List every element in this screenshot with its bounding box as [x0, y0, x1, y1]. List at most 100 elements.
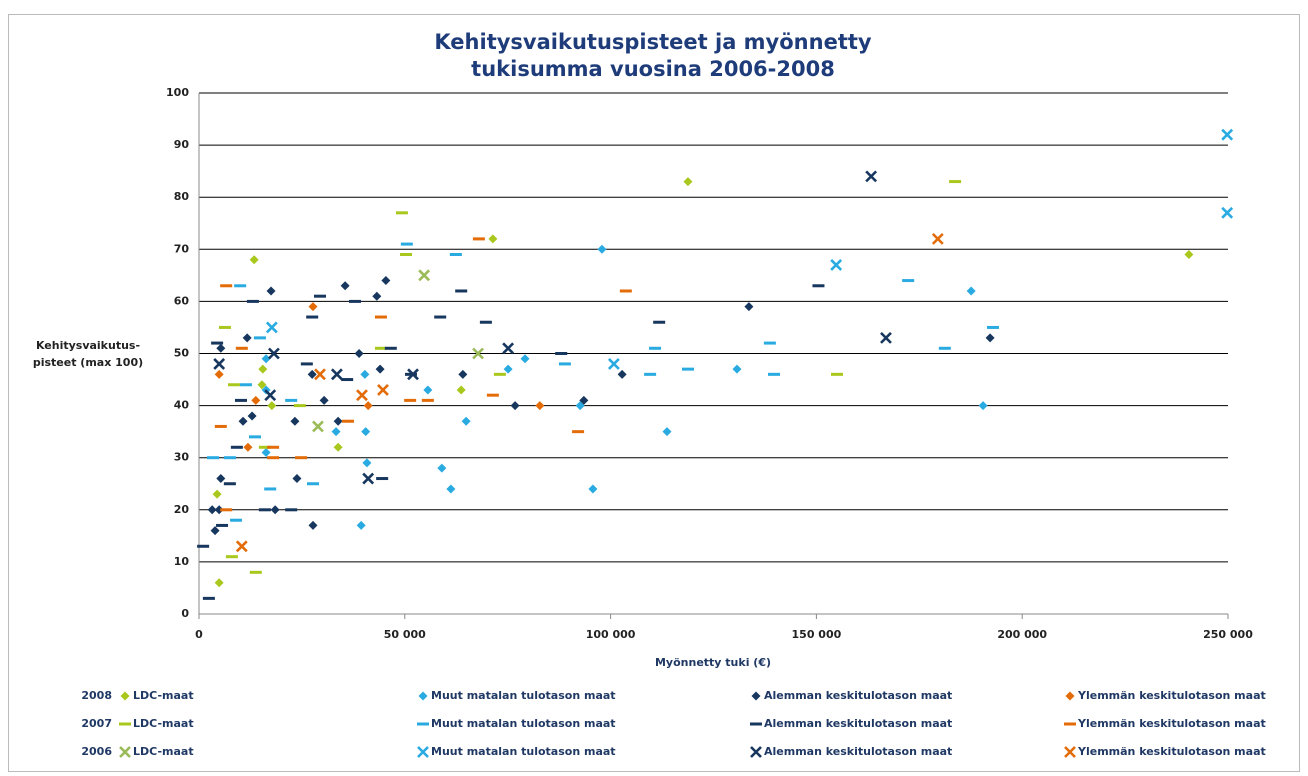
point — [488, 234, 498, 244]
point — [243, 442, 253, 452]
point — [830, 259, 843, 271]
point — [966, 286, 976, 296]
x-tick-label: 250 000 — [1203, 628, 1253, 641]
point — [247, 411, 257, 421]
legend-label: Ylemmän keskitulotason maat — [1077, 745, 1266, 758]
point — [653, 320, 666, 324]
legend-label: Muut matalan tulotason maat — [431, 689, 616, 702]
x-tick-label: 150 000 — [792, 628, 842, 641]
legend-row-label: 2008 — [81, 689, 112, 702]
point — [986, 325, 999, 329]
point — [372, 291, 382, 301]
point — [227, 383, 240, 387]
point — [246, 299, 259, 303]
x-tick-label: 200 000 — [997, 628, 1047, 641]
point — [300, 362, 313, 366]
point — [207, 505, 217, 515]
point — [681, 367, 694, 371]
point — [880, 331, 892, 344]
point — [354, 349, 364, 358]
legend-marker — [1064, 746, 1076, 758]
point — [423, 385, 433, 395]
legend-label: Muut matalan tulotason maat — [431, 745, 616, 758]
point — [223, 482, 236, 486]
point — [376, 477, 389, 481]
point — [579, 395, 589, 405]
point — [502, 342, 515, 355]
legend-label: Alemman keskitulotason maat — [764, 717, 952, 730]
point — [535, 401, 545, 411]
point — [446, 484, 456, 494]
point — [348, 299, 361, 303]
y-tick-label: 70 — [174, 242, 190, 255]
point — [978, 401, 988, 411]
point — [375, 364, 385, 374]
legend-marker — [750, 746, 762, 758]
point — [360, 369, 370, 379]
point — [1184, 250, 1194, 260]
point — [292, 474, 302, 484]
point — [486, 393, 499, 397]
point — [257, 380, 267, 390]
y-tick-label: 40 — [174, 399, 190, 412]
point — [230, 518, 243, 522]
chart-title: Kehitysvaikutuspisteet ja myönnetty — [434, 30, 871, 54]
point — [472, 237, 485, 241]
point — [251, 395, 261, 405]
point — [493, 372, 506, 376]
point — [202, 596, 215, 600]
point — [384, 346, 397, 350]
point — [214, 578, 224, 588]
point — [295, 456, 308, 460]
point — [265, 321, 278, 334]
point — [216, 343, 226, 353]
point — [234, 284, 247, 288]
point — [931, 232, 944, 245]
point — [768, 372, 781, 376]
point — [214, 369, 224, 379]
x-tick-label: 50 000 — [384, 628, 426, 641]
legend-label: LDC-maat — [133, 745, 194, 758]
point — [267, 456, 280, 460]
point — [1221, 128, 1234, 141]
point — [597, 244, 607, 254]
point — [234, 398, 247, 402]
point — [306, 315, 319, 319]
point — [266, 286, 276, 296]
point — [421, 398, 434, 402]
point — [381, 276, 391, 286]
point — [210, 526, 220, 536]
point — [235, 540, 248, 553]
y-tick-label: 10 — [174, 555, 190, 568]
point — [258, 508, 271, 512]
legend-marker — [417, 746, 429, 758]
point — [865, 170, 878, 183]
legend-label: Alemman keskitulotason maat — [764, 745, 952, 758]
point — [308, 302, 318, 312]
point — [437, 463, 447, 473]
point — [572, 430, 585, 434]
point — [619, 289, 632, 293]
point — [356, 520, 366, 530]
point — [213, 358, 226, 370]
point — [662, 427, 672, 437]
point — [293, 404, 306, 408]
point — [340, 281, 350, 291]
point — [456, 385, 466, 395]
legend-marker — [1064, 722, 1076, 726]
point — [238, 416, 248, 426]
point — [510, 401, 520, 411]
point — [235, 346, 248, 350]
point — [649, 346, 662, 350]
point — [197, 544, 210, 548]
legend-row-label: 2006 — [81, 745, 112, 758]
point — [290, 416, 300, 426]
point — [261, 447, 271, 457]
point — [258, 445, 271, 449]
point — [407, 368, 419, 381]
point — [220, 508, 233, 512]
y-tick-label: 80 — [174, 190, 190, 203]
point — [312, 420, 324, 433]
point — [479, 320, 492, 324]
